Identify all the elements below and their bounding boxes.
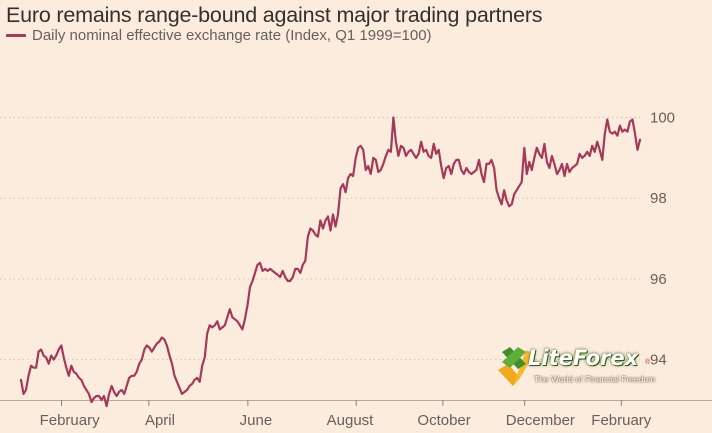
series-line xyxy=(19,116,642,408)
liteforex-logo: LiteForex ® The World of Financial Freed… xyxy=(496,344,656,394)
x-tick-label: October xyxy=(417,412,470,429)
legend-label: Daily nominal effective exchange rate (I… xyxy=(32,27,432,44)
x-tick-label: February xyxy=(591,412,652,429)
y-tick-label: 94 xyxy=(650,352,667,369)
y-tick-label: 100 xyxy=(650,110,675,127)
legend: Daily nominal effective exchange rate (I… xyxy=(6,27,432,44)
logo-name: LiteForex xyxy=(528,346,639,370)
x-tick-label: February xyxy=(40,412,101,429)
x-tick-label: December xyxy=(506,412,575,429)
logo-registered-mark: ® xyxy=(645,359,651,366)
chart-title: Euro remains range-bound against major t… xyxy=(6,3,543,27)
legend-swatch xyxy=(6,34,26,37)
y-tick-label: 96 xyxy=(650,271,667,288)
y-tick-label: 98 xyxy=(650,190,667,207)
x-tick-label: June xyxy=(240,412,273,429)
x-tick-label: April xyxy=(145,412,175,429)
x-tick-label: August xyxy=(327,412,375,429)
liteforex-mark-icon xyxy=(498,347,534,386)
logo-tagline: The World of Financial Freedom xyxy=(534,374,656,384)
